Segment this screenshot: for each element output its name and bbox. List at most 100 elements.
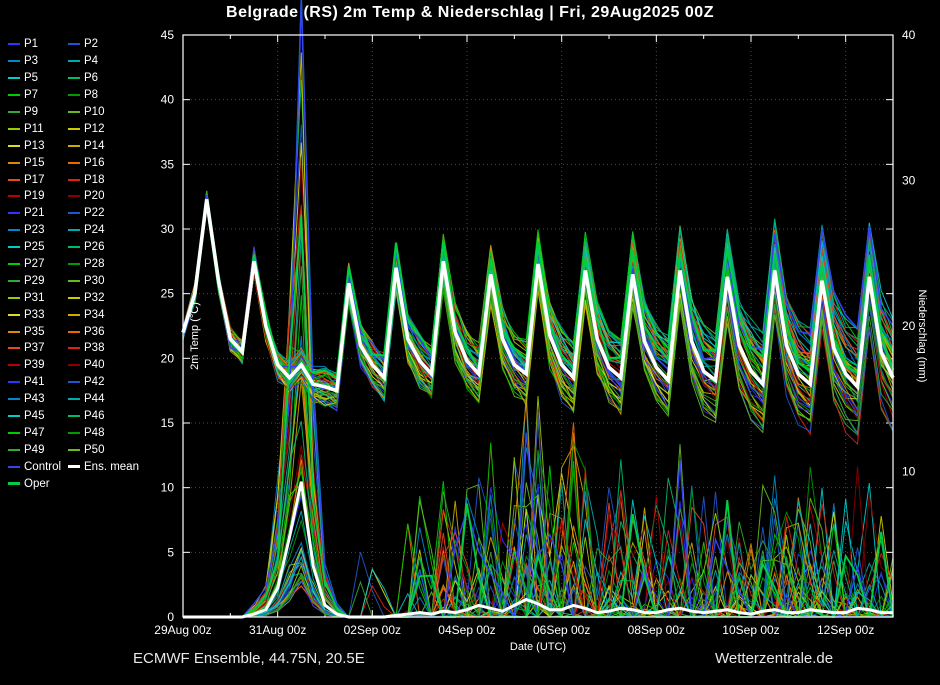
legend-item-p2: P2 bbox=[68, 38, 98, 50]
precip-members bbox=[183, 0, 894, 619]
legend-swatch bbox=[8, 144, 20, 147]
legend-label: P2 bbox=[84, 38, 99, 51]
footer-brand: Wetterzentrale.de bbox=[715, 650, 834, 667]
legend-swatch bbox=[8, 60, 20, 63]
x-axis-label: Date (UTC) bbox=[509, 641, 567, 653]
tick-label: 04Sep 00z bbox=[438, 623, 495, 637]
legend-row: P5 P6 bbox=[8, 70, 178, 87]
legend-item-p5: P5 bbox=[8, 72, 68, 84]
legend-label: P25 bbox=[24, 241, 45, 254]
tick-label: 10Sep 00z bbox=[722, 623, 779, 637]
tick-label: 45 bbox=[161, 28, 175, 42]
legend-row: P31 P32 bbox=[8, 289, 178, 306]
series-line bbox=[183, 481, 893, 619]
legend-swatch bbox=[68, 296, 80, 299]
legend-row: P39 P40 bbox=[8, 357, 178, 374]
legend-swatch bbox=[68, 127, 80, 130]
legend-item-p41: P41 bbox=[8, 376, 68, 388]
legend-item-p39: P39 bbox=[8, 359, 68, 371]
legend-label: P44 bbox=[84, 393, 105, 406]
legend-label: P30 bbox=[84, 274, 105, 287]
legend-item-p37: P37 bbox=[8, 342, 68, 354]
legend-swatch bbox=[68, 94, 80, 97]
legend-label: P15 bbox=[24, 156, 45, 169]
legend-swatch bbox=[8, 313, 20, 316]
legend-item-p4: P4 bbox=[68, 55, 98, 67]
legend-swatch bbox=[68, 246, 80, 249]
plot-border bbox=[182, 34, 894, 618]
legend-swatch bbox=[68, 212, 80, 215]
series-line bbox=[183, 215, 894, 619]
legend-item-p22: P22 bbox=[68, 207, 104, 219]
legend-item-oper: Oper bbox=[8, 478, 68, 490]
legend-row: P11 P12 bbox=[8, 120, 178, 137]
legend-label: P12 bbox=[84, 122, 105, 135]
legend-label: P32 bbox=[84, 291, 105, 304]
legend-item-p48: P48 bbox=[68, 427, 104, 439]
legend-item-p27: P27 bbox=[8, 258, 68, 270]
tick-label: 30 bbox=[161, 222, 175, 236]
legend-row: P35 P36 bbox=[8, 323, 178, 340]
legend-item-p18: P18 bbox=[68, 174, 104, 186]
legend-label: P39 bbox=[24, 359, 45, 372]
legend-item-p1: P1 bbox=[8, 38, 68, 50]
tick-label: 5 bbox=[167, 545, 174, 559]
legend-swatch bbox=[68, 263, 80, 266]
series-line bbox=[181, 199, 895, 394]
legend-swatch bbox=[8, 364, 20, 367]
legend-item-p24: P24 bbox=[68, 224, 104, 236]
legend-swatch bbox=[68, 195, 80, 198]
legend-label: P47 bbox=[24, 426, 45, 439]
legend-item-p43: P43 bbox=[8, 393, 68, 405]
legend-row: P47 P48 bbox=[8, 424, 178, 441]
legend-item-p36: P36 bbox=[68, 326, 104, 338]
legend-swatch bbox=[8, 178, 20, 181]
legend-item-p44: P44 bbox=[68, 393, 104, 405]
legend-row: P23 P24 bbox=[8, 222, 178, 239]
legend-swatch bbox=[68, 111, 80, 113]
legend-label: P6 bbox=[84, 72, 99, 85]
tick-label: 40 bbox=[161, 93, 175, 107]
legend-swatch bbox=[8, 246, 20, 249]
legend-item-p14: P14 bbox=[68, 140, 104, 152]
legend-item-p10: P10 bbox=[68, 106, 104, 118]
tick-label: 0 bbox=[167, 610, 174, 624]
legend-label: P9 bbox=[24, 106, 39, 118]
legend-label: P14 bbox=[84, 139, 105, 152]
legend-row: P25 P26 bbox=[8, 239, 178, 256]
tick-label: 30 bbox=[902, 174, 916, 188]
legend-row: P15 P16 bbox=[8, 154, 178, 171]
legend-item-control: Control bbox=[8, 461, 68, 473]
legend-label: P45 bbox=[24, 410, 45, 423]
legend-item-p17: P17 bbox=[8, 174, 68, 186]
legend-item-p29: P29 bbox=[8, 275, 68, 287]
legend-label: P17 bbox=[24, 173, 45, 186]
series-line bbox=[182, 204, 894, 421]
legend-swatch bbox=[8, 482, 20, 486]
legend-label: P50 bbox=[84, 443, 105, 456]
series-line bbox=[182, 198, 894, 379]
legend-item-p33: P33 bbox=[8, 309, 68, 321]
legend-row: P43 P44 bbox=[8, 391, 178, 408]
legend-swatch bbox=[68, 415, 80, 418]
legend-item-p31: P31 bbox=[8, 292, 68, 304]
legend-swatch bbox=[8, 212, 20, 215]
legend-item-p26: P26 bbox=[68, 241, 104, 253]
legend-label: P4 bbox=[84, 55, 99, 68]
legend-swatch bbox=[8, 94, 20, 97]
legend-item-p40: P40 bbox=[68, 359, 104, 371]
legend-swatch bbox=[68, 279, 80, 282]
legend-item-p15: P15 bbox=[8, 157, 68, 169]
legend-label: P8 bbox=[84, 89, 99, 102]
legend-item-p45: P45 bbox=[8, 410, 68, 422]
tick-label: 20 bbox=[902, 319, 916, 333]
legend-swatch bbox=[68, 161, 80, 164]
legend-label: P16 bbox=[84, 156, 105, 169]
legend-label: Oper bbox=[24, 477, 50, 490]
legend-item-p20: P20 bbox=[68, 190, 104, 202]
legend-label: P46 bbox=[84, 410, 105, 423]
legend-swatch bbox=[68, 364, 80, 367]
legend-swatch bbox=[8, 465, 20, 468]
legend-swatch bbox=[68, 144, 80, 147]
legend-label: P33 bbox=[24, 308, 45, 321]
